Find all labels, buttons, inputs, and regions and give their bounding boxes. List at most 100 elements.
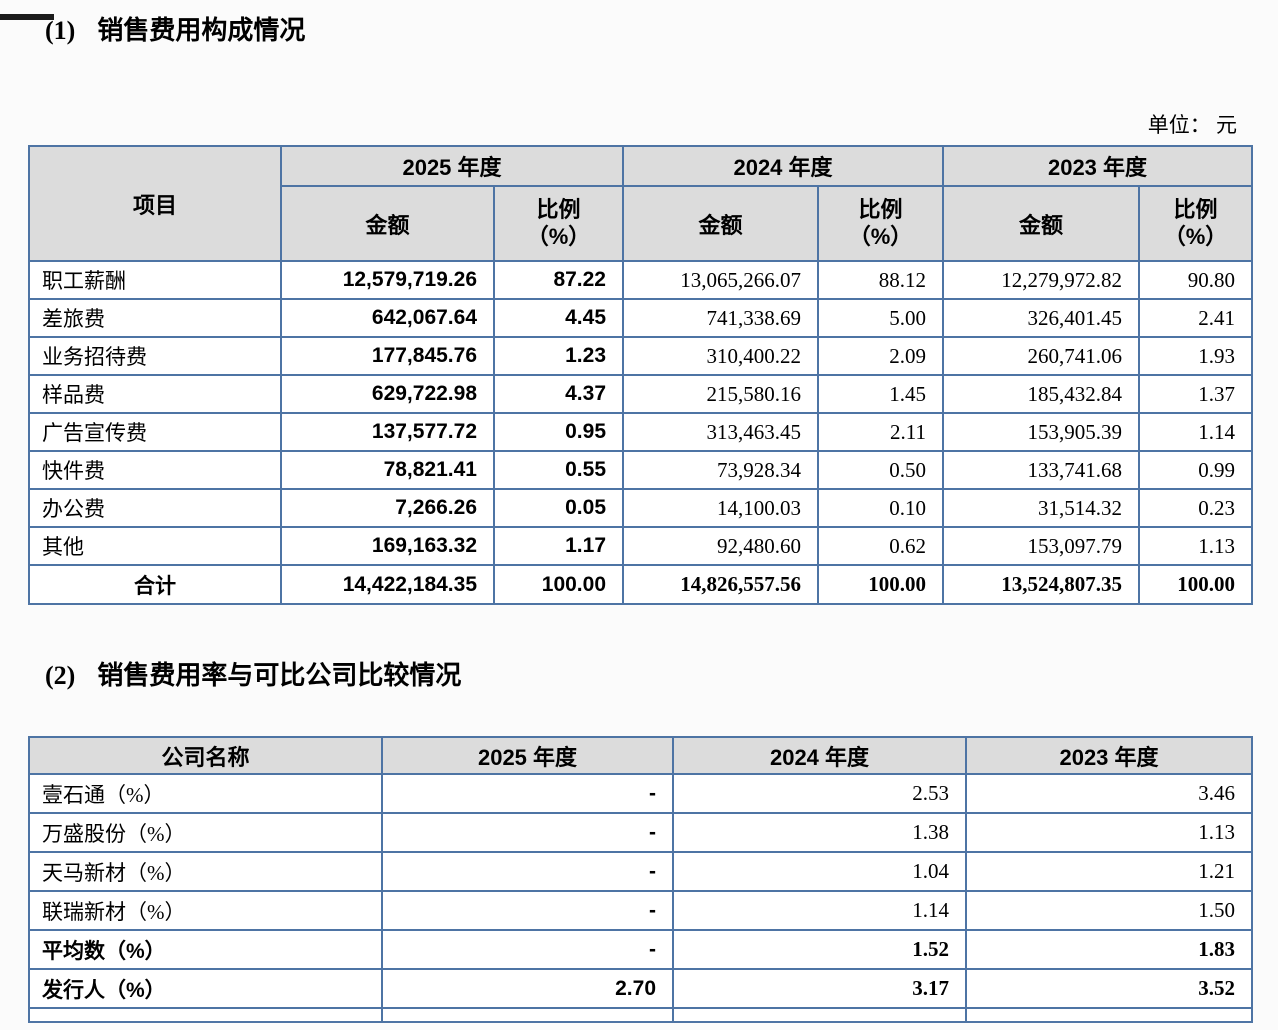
amount-2023-cell: 185,432.84 <box>942 374 1140 414</box>
table-row: 项目 2025 年度 2024 年度 2023 年度 <box>28 145 1253 262</box>
rate-2023-cell: 3.52 <box>965 968 1253 1009</box>
amount-header-2023: 金额 <box>942 185 1140 262</box>
amount-header-2025: 金额 <box>280 185 495 262</box>
total-amount-2025-cell: 14,422,184.35 <box>280 564 495 605</box>
amount-2023-cell: 133,741.68 <box>942 450 1140 490</box>
ratio-header-2024: 比例 （%） <box>817 185 944 262</box>
amount-2025-cell: 169,163.32 <box>280 526 495 566</box>
total-amount-2023-cell: 13,524,807.35 <box>942 564 1140 605</box>
ratio-2025-cell: 1.17 <box>493 526 624 566</box>
table-row: 公司名称 2025 年度 2024 年度 2023 年度 <box>28 736 1253 775</box>
total-ratio-2024-cell: 100.00 <box>817 564 944 605</box>
table-row: 广告宣传费 137,577.72 0.95 313,463.45 2.11 15… <box>28 412 1253 452</box>
rate-2025-cell: - <box>381 773 674 814</box>
selling-expense-table: 项目 2025 年度 2024 年度 2023 年度 金额 比例 （%） 金额 … <box>28 145 1253 605</box>
amount-2025-cell: 137,577.72 <box>280 412 495 452</box>
table-row: 快件费 78,821.41 0.55 73,928.34 0.50 133,74… <box>28 450 1253 490</box>
rate-2024-cell: 1.38 <box>672 812 967 853</box>
amount-2024-cell: 73,928.34 <box>622 450 819 490</box>
amount-2025-cell: 177,845.76 <box>280 336 495 376</box>
rate-2023-cell: 1.50 <box>965 890 1253 931</box>
expense-item-label: 其他 <box>28 526 282 566</box>
rate-2024-cell: 1.04 <box>672 851 967 892</box>
section1-number: (1) <box>45 16 76 45</box>
ratio-2023-cell: 2.41 <box>1138 298 1253 338</box>
total-row: 合计 14,422,184.35 100.00 14,826,557.56 10… <box>28 564 1253 605</box>
amount-header-2024: 金额 <box>622 185 819 262</box>
amount-2024-cell: 310,400.22 <box>622 336 819 376</box>
clipped-row <box>28 1007 1253 1023</box>
year-2025-header: 2025 年度 <box>280 145 624 187</box>
ratio-2024-cell: 0.62 <box>817 526 944 566</box>
issuer-label: 发行人（%） <box>28 968 383 1009</box>
ratio-2023-cell: 0.23 <box>1138 488 1253 528</box>
company-label: 万盛股份（%） <box>28 812 383 853</box>
unit-label: 单位： 元 <box>1147 113 1237 137</box>
year-2025-header: 2025 年度 <box>381 736 674 775</box>
expense-item-label: 职工薪酬 <box>28 260 282 300</box>
average-row: 平均数（%） - 1.52 1.83 <box>28 929 1253 970</box>
table-row: 其他 169,163.32 1.17 92,480.60 0.62 153,09… <box>28 526 1253 566</box>
amount-2023-cell: 31,514.32 <box>942 488 1140 528</box>
ratio-2024-cell: 5.00 <box>817 298 944 338</box>
section2-number: (2) <box>45 661 76 690</box>
expense-item-label: 差旅费 <box>28 298 282 338</box>
year-2024-header: 2024 年度 <box>622 145 944 187</box>
ratio-2025-cell: 0.55 <box>493 450 624 490</box>
expense-item-label: 办公费 <box>28 488 282 528</box>
year-2023-header: 2023 年度 <box>942 145 1253 187</box>
table-row: 金额 比例 （%） 金额 比例 （%） 金额 比例 （%） <box>29 185 1253 262</box>
year-2023-header: 2023 年度 <box>965 736 1253 775</box>
expense-item-label: 广告宣传费 <box>28 412 282 452</box>
company-label: 天马新材（%） <box>28 851 383 892</box>
amount-2025-cell: 642,067.64 <box>280 298 495 338</box>
table-row: 样品费 629,722.98 4.37 215,580.16 1.45 185,… <box>28 374 1253 414</box>
rate-2024-cell: 1.52 <box>672 929 967 970</box>
table-row: 壹石通（%） - 2.53 3.46 <box>28 773 1253 814</box>
ratio-2024-cell: 88.12 <box>817 260 944 300</box>
table-row: 差旅费 642,067.64 4.45 741,338.69 5.00 326,… <box>28 298 1253 338</box>
ratio-2023-cell: 1.93 <box>1138 336 1253 376</box>
ratio-2024-cell: 2.11 <box>817 412 944 452</box>
ratio-header-2023: 比例 （%） <box>1138 185 1253 262</box>
table-row: 万盛股份（%） - 1.38 1.13 <box>28 812 1253 853</box>
amount-2023-cell: 153,905.39 <box>942 412 1140 452</box>
ratio-2025-cell: 0.05 <box>493 488 624 528</box>
rate-2025-cell: - <box>381 851 674 892</box>
scan-edge-artifact <box>0 14 54 20</box>
company-label: 联瑞新材（%） <box>28 890 383 931</box>
amount-2023-cell: 12,279,972.82 <box>942 260 1140 300</box>
table-row: 天马新材（%） - 1.04 1.21 <box>28 851 1253 892</box>
rate-2023-cell: 1.83 <box>965 929 1253 970</box>
amount-2025-cell: 7,266.26 <box>280 488 495 528</box>
ratio-2025-cell: 0.95 <box>493 412 624 452</box>
amount-2024-cell: 13,065,266.07 <box>622 260 819 300</box>
expense-item-label: 快件费 <box>28 450 282 490</box>
rate-2024-cell: 3.17 <box>672 968 967 1009</box>
table-row: 业务招待费 177,845.76 1.23 310,400.22 2.09 26… <box>28 336 1253 376</box>
amount-2023-cell: 326,401.45 <box>942 298 1140 338</box>
amount-2024-cell: 215,580.16 <box>622 374 819 414</box>
rate-2025-cell: 2.70 <box>381 968 674 1009</box>
amount-2024-cell: 14,100.03 <box>622 488 819 528</box>
peer-comparison-table: 公司名称 2025 年度 2024 年度 2023 年度 壹石通（%） - 2.… <box>28 736 1253 1023</box>
total-amount-2024-cell: 14,826,557.56 <box>622 564 819 605</box>
amount-2025-cell: 78,821.41 <box>280 450 495 490</box>
total-ratio-2025-cell: 100.00 <box>493 564 624 605</box>
ratio-2025-cell: 4.45 <box>493 298 624 338</box>
ratio-2024-cell: 0.10 <box>817 488 944 528</box>
section2-title-text: 销售费用率与可比公司比较情况 <box>97 660 462 690</box>
amount-2025-cell: 629,722.98 <box>280 374 495 414</box>
total-label: 合计 <box>28 564 282 605</box>
table-row: 联瑞新材（%） - 1.14 1.50 <box>28 890 1253 931</box>
rate-2024-cell: 2.53 <box>672 773 967 814</box>
ratio-2025-cell: 4.37 <box>493 374 624 414</box>
company-label: 壹石通（%） <box>28 773 383 814</box>
amount-2024-cell: 313,463.45 <box>622 412 819 452</box>
section1-title: (1) 销售费用构成情况 <box>45 14 1278 47</box>
expense-item-label: 样品费 <box>28 374 282 414</box>
ratio-2023-cell: 1.14 <box>1138 412 1253 452</box>
ratio-2025-cell: 1.23 <box>493 336 624 376</box>
amount-2025-cell: 12,579,719.26 <box>280 260 495 300</box>
item-header: 项目 <box>28 145 282 262</box>
